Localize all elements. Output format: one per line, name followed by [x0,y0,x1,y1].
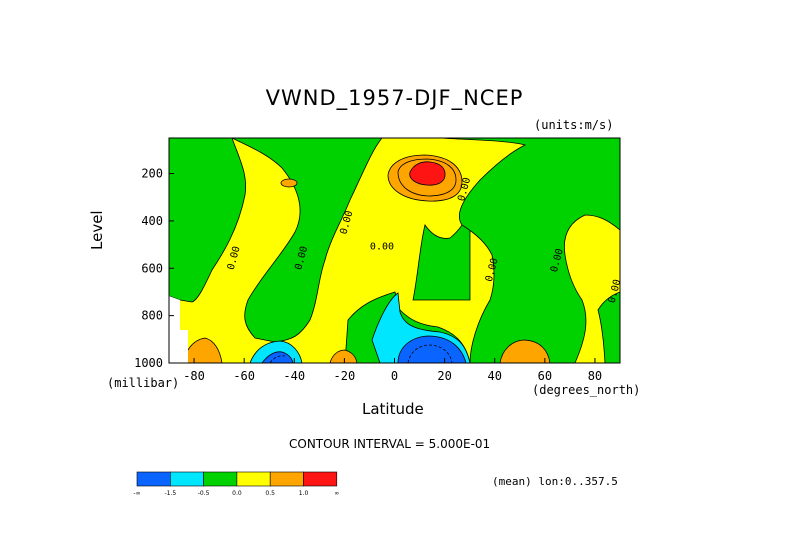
missing-data-strip [169,296,188,363]
blue-region-equator [397,335,467,363]
colorbar-swatch [236,471,271,487]
orange-spot-upper [280,178,298,188]
x-tick-label: 0 [391,369,398,383]
colorbar-label: 0.5 [265,490,275,497]
x-tick-label: -40 [283,369,305,383]
red-region-jet [409,161,446,186]
x-tick-label: 80 [588,369,602,383]
orange-region-midlat-surface [329,349,358,363]
x-axis-label: Latitude [362,400,424,418]
x-tick-label: -60 [233,369,255,383]
colorbar-label: 1.0 [299,490,309,497]
x-tick-label: 40 [487,369,501,383]
dashed-negative-contours [269,344,453,363]
contour-label: 0.00 [370,241,394,252]
green-region-midlat-south [231,138,383,343]
positive-jet-contours [397,158,457,197]
contour-interval-text: CONTOUR INTERVAL = 5.000E-01 [289,437,491,451]
contour-fill-layer [169,138,620,363]
colorbar-swatch [303,471,338,487]
x-tick-label: 20 [437,369,451,383]
blue-region-south [261,351,294,363]
green-region-north-polar [597,291,620,363]
colorbar-label: -1.5 [164,490,176,497]
y-tick-label: 800 [141,309,163,323]
x-axis-unit: (degrees_north) [532,383,641,397]
mean-longitude-note: (mean) lon:0..357.5 [492,475,618,488]
x-axis-ticks: -80 -60 -40 -20 0 20 40 60 80 [183,358,602,383]
colorbar-swatch [203,471,238,487]
y-axis-ticks: 200 400 600 800 1000 [134,167,174,370]
x-tick-label: -80 [183,369,205,383]
y-tick-label: 600 [141,261,163,275]
units-label: (units:m/s) [534,118,614,132]
colorbar-swatch [136,471,171,487]
green-region-south-polar [169,138,247,303]
colorbar-label: -0.5 [198,490,210,497]
colorbar-label: ∞ [334,490,339,497]
y-tick-label: 200 [141,167,163,181]
y-tick-label: 1000 [134,356,163,370]
orange-region-north-surface [499,339,551,363]
colorbar: -∞ -1.5 -0.5 0.0 0.5 1.0 ∞ [133,471,339,497]
y-axis-unit: (millibar) [107,376,180,390]
y-tick-label: 400 [141,214,163,228]
green-region-north [439,138,620,363]
chart-title: VWND_1957-DJF_NCEP [265,86,524,110]
colorbar-swatch [170,471,204,487]
colorbar-swatch [269,471,304,487]
x-tick-label: 60 [538,369,552,383]
colorbar-label: -∞ [133,490,140,497]
x-tick-label: -20 [334,369,356,383]
colorbar-label: 0.0 [232,490,242,497]
